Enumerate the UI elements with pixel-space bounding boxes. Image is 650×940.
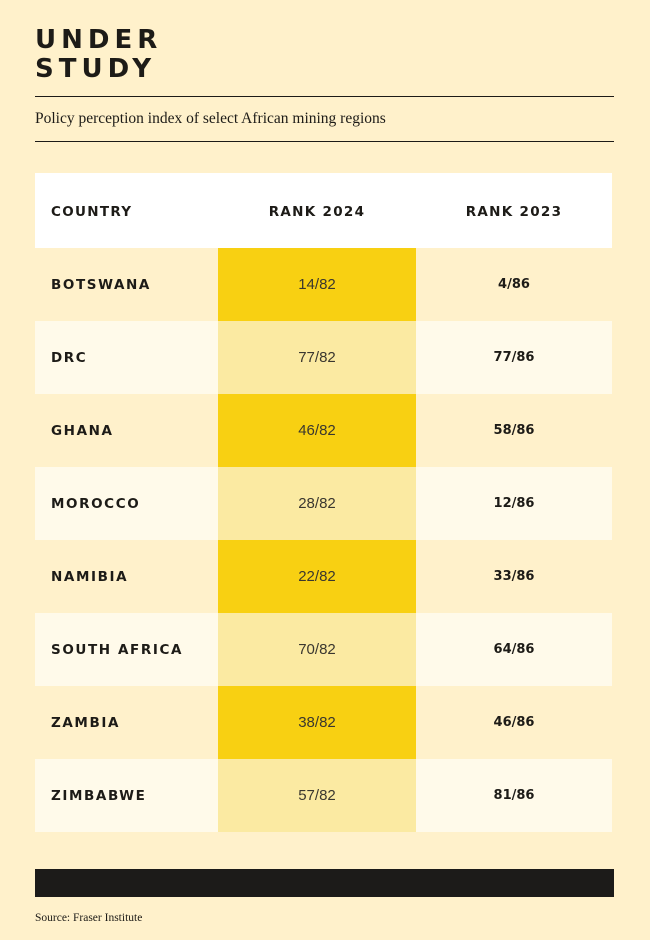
table-row: NAMIBIA 22/82 33/86 bbox=[35, 540, 612, 613]
subtitle-divider bbox=[35, 141, 614, 142]
title-line-1: UNDER bbox=[35, 25, 163, 55]
rank-2023-cell: 77/86 bbox=[416, 321, 612, 394]
rank-2024-cell: 70/82 bbox=[218, 613, 416, 686]
ranking-table: COUNTRY RANK 2024 RANK 2023 BOTSWANA 14/… bbox=[35, 173, 612, 832]
rank-2023-cell: 58/86 bbox=[416, 394, 612, 467]
rank-2023-cell: 46/86 bbox=[416, 686, 612, 759]
rank-2024-cell: 14/82 bbox=[218, 248, 416, 321]
table-row: GHANA 46/82 58/86 bbox=[35, 394, 612, 467]
country-cell: GHANA bbox=[35, 394, 218, 467]
table-header-row: COUNTRY RANK 2024 RANK 2023 bbox=[35, 173, 612, 248]
rank-2024-cell: 46/82 bbox=[218, 394, 416, 467]
table-row: MOROCCO 28/82 12/86 bbox=[35, 467, 612, 540]
subtitle: Policy perception index of select Africa… bbox=[35, 110, 386, 127]
country-cell: ZAMBIA bbox=[35, 686, 218, 759]
country-cell: ZIMBABWE bbox=[35, 759, 218, 832]
rank-2024-cell: 57/82 bbox=[218, 759, 416, 832]
footer-bar bbox=[35, 869, 614, 897]
page-title: UNDER STUDY bbox=[35, 26, 162, 84]
table-row: ZAMBIA 38/82 46/86 bbox=[35, 686, 612, 759]
top-divider bbox=[35, 96, 614, 97]
table-row: SOUTH AFRICA 70/82 64/86 bbox=[35, 613, 612, 686]
rank-2023-cell: 12/86 bbox=[416, 467, 612, 540]
rank-2024-cell: 38/82 bbox=[218, 686, 416, 759]
country-cell: BOTSWANA bbox=[35, 248, 218, 321]
rank-2023-cell: 4/86 bbox=[416, 248, 612, 321]
title-line-2: STUDY bbox=[35, 54, 157, 84]
country-cell: NAMIBIA bbox=[35, 540, 218, 613]
country-cell: MOROCCO bbox=[35, 467, 218, 540]
table-row: ZIMBABWE 57/82 81/86 bbox=[35, 759, 612, 832]
rank-2024-cell: 77/82 bbox=[218, 321, 416, 394]
country-cell: DRC bbox=[35, 321, 218, 394]
column-header-rank-2024: RANK 2024 bbox=[268, 203, 366, 220]
rank-2024-cell: 22/82 bbox=[218, 540, 416, 613]
rank-2024-cell: 28/82 bbox=[218, 467, 416, 540]
country-cell: SOUTH AFRICA bbox=[35, 613, 218, 686]
rank-2023-cell: 81/86 bbox=[416, 759, 612, 832]
rank-2023-cell: 64/86 bbox=[416, 613, 612, 686]
table-row: BOTSWANA 14/82 4/86 bbox=[35, 248, 612, 321]
column-header-country: COUNTRY bbox=[51, 203, 133, 220]
rank-2023-cell: 33/86 bbox=[416, 540, 612, 613]
source-note: Source: Fraser Institute bbox=[35, 912, 143, 924]
table-row: DRC 77/82 77/86 bbox=[35, 321, 612, 394]
column-header-rank-2023: RANK 2023 bbox=[465, 203, 563, 220]
